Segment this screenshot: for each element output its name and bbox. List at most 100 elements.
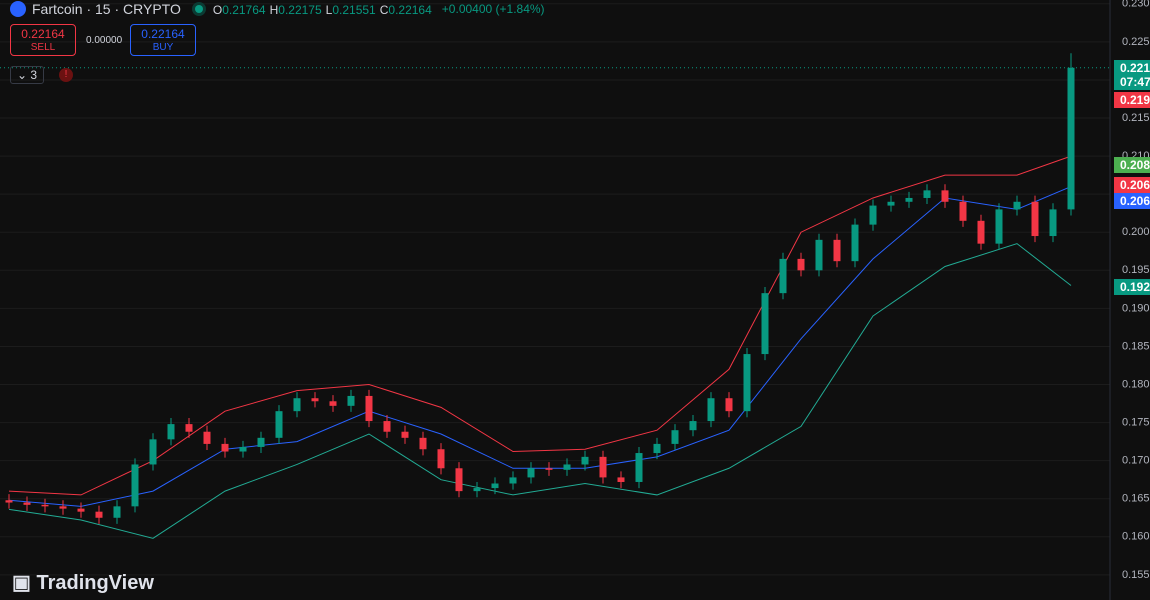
y-tick-label: 0.225: [1122, 36, 1150, 48]
ohlc-value: 0.22164: [388, 3, 432, 17]
candle-body: [887, 201, 895, 206]
candle-body: [329, 401, 337, 406]
candle-body: [257, 437, 265, 447]
sell-label: SELL: [30, 42, 56, 53]
candle-body: [563, 464, 571, 470]
y-tick-label: 0.155: [1122, 569, 1150, 581]
price-tag: 0.206: [1114, 177, 1150, 193]
price-tag-countdown: 07:47: [1120, 75, 1150, 89]
candle-body: [275, 411, 283, 438]
buy-label: BUY: [152, 42, 174, 53]
candle-body: [653, 443, 661, 454]
candle-body: [581, 456, 589, 465]
buy-button[interactable]: 0.22164 BUY: [130, 24, 196, 56]
candle-body: [455, 468, 463, 492]
candle-body: [905, 197, 913, 202]
candle-body: [545, 468, 553, 470]
candle-body: [383, 421, 391, 432]
candle-body: [59, 506, 67, 509]
candle-body: [1013, 201, 1021, 210]
y-tick-label: 0.190: [1122, 302, 1150, 314]
candle-body: [149, 439, 157, 465]
price-tag: 0.192: [1114, 279, 1150, 295]
y-tick-label: 0.230: [1122, 0, 1150, 10]
candle-body: [5, 500, 13, 503]
candle-body: [437, 449, 445, 469]
y-tick-label: 0.175: [1122, 416, 1150, 428]
warning-icon[interactable]: !: [59, 68, 73, 82]
candle-body: [95, 511, 103, 518]
status-dot: [194, 5, 203, 13]
candle-body: [131, 464, 139, 507]
candle-body: [599, 456, 607, 478]
price-tag-label: 0.208: [1120, 158, 1150, 172]
y-tick-label: 0.170: [1122, 455, 1150, 467]
price-tag-label: 0.221: [1120, 61, 1150, 75]
indicators-toggle[interactable]: ⌄ 3: [10, 66, 45, 84]
candle-body: [347, 395, 355, 406]
candle-body: [977, 220, 985, 244]
candle-body: [293, 398, 301, 412]
candle-body: [635, 453, 643, 482]
price-tag-label: 0.219: [1120, 93, 1150, 107]
candle-body: [761, 293, 769, 355]
y-tick-label: 0.180: [1122, 378, 1150, 390]
y-tick-label: 0.195: [1122, 264, 1150, 276]
candle-body: [401, 431, 409, 438]
candle-body: [221, 443, 229, 452]
candle-body: [185, 424, 193, 432]
price-tag: 0.219: [1114, 92, 1150, 108]
candle-body: [995, 209, 1003, 244]
spread: 0.00000: [86, 35, 123, 46]
sell-price: 0.22164: [21, 27, 65, 41]
candle-body: [941, 190, 949, 202]
logo-text: TradingView: [36, 572, 154, 594]
candle-body: [77, 508, 85, 512]
header: Fartcoin · 15 · CRYPTO O0.21764 H0.22175 L0…: [10, 1, 545, 17]
candle-body: [851, 224, 859, 262]
y-tick-label: 0.165: [1122, 493, 1150, 505]
candle-body: [473, 488, 481, 492]
sell-button[interactable]: 0.22164 SELL: [10, 24, 76, 56]
candle-body: [1049, 209, 1057, 237]
candle-body: [617, 477, 625, 482]
candle-body: [23, 502, 31, 505]
ohlc-value: 0.22175: [278, 3, 322, 17]
candle-body: [959, 201, 967, 221]
price-tag-label: 0.206: [1120, 178, 1150, 192]
ohlc-value: 0.21764: [222, 3, 266, 17]
price-tag-label: 0.192: [1120, 280, 1150, 294]
candle-body: [527, 468, 535, 478]
candle-body: [203, 431, 211, 444]
candle-body: [743, 354, 751, 412]
candle-body: [167, 424, 175, 440]
change: +0.00400 (+1.84%): [441, 2, 545, 16]
y-tick-label: 0.200: [1122, 226, 1150, 238]
buy-price: 0.22164: [141, 27, 185, 41]
candle-body: [869, 205, 877, 225]
ohlc: O0.21764 H0.22175 L0.21551 C0.22164: [213, 1, 436, 17]
coin-icon: [10, 1, 26, 17]
candle-body: [419, 437, 427, 450]
candle-body: [689, 421, 697, 431]
ohlc-value: 0.21551: [332, 3, 376, 17]
y-tick-label: 0.185: [1122, 340, 1150, 352]
symbol[interactable]: Fartcoin · 15 · CRYPTO: [32, 1, 181, 17]
candle-body: [1031, 201, 1039, 237]
candle-body: [239, 446, 247, 452]
y-tick-label: 0.215: [1122, 112, 1150, 124]
logo[interactable]: ▣ TradingView: [12, 572, 154, 594]
candle-body: [779, 258, 787, 294]
candle-body: [725, 398, 733, 412]
candle-body: [671, 430, 679, 444]
candle-body: [311, 398, 319, 402]
candle-body: [797, 258, 805, 271]
candle-body: [833, 239, 841, 262]
price-tag: 0.221 07:47: [1114, 60, 1150, 90]
candle-body: [923, 190, 931, 198]
candle-body: [509, 477, 517, 484]
ohlc-key: L: [325, 3, 333, 17]
